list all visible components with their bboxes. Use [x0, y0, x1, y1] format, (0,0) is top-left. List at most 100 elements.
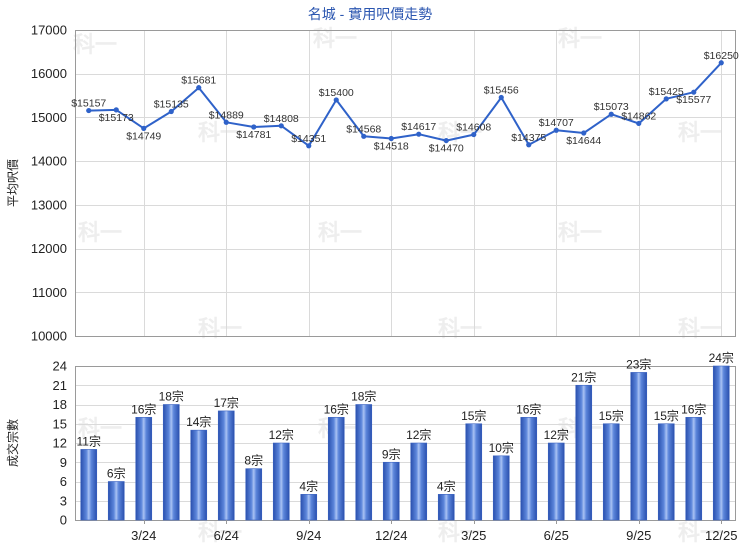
price-point	[388, 135, 394, 142]
volume-y-tick-label: 12	[53, 436, 67, 451]
volume-y-tick-label: 9	[60, 455, 67, 470]
volume-bar-label: 18宗	[159, 389, 184, 404]
price-data-label: $14889	[209, 109, 244, 121]
volume-bar	[492, 455, 510, 521]
volume-bar-label: 12宗	[544, 427, 569, 442]
price-data-label: $16250	[704, 50, 739, 62]
price-point	[113, 107, 119, 113]
price-data-label: $15456	[484, 84, 519, 96]
volume-bar	[712, 365, 730, 521]
price-data-label: $14781	[236, 129, 271, 141]
price-point	[361, 133, 367, 139]
volume-bar	[602, 423, 620, 521]
volume-bar-label: 16宗	[516, 401, 541, 416]
volume-bar	[410, 442, 428, 521]
price-data-label: $14707	[539, 117, 574, 129]
watermark-text: 科一	[78, 416, 122, 441]
volume-bar-label: 21宗	[571, 369, 596, 384]
volume-bar	[685, 417, 703, 521]
price-y-tick-label: 15000	[31, 110, 67, 125]
price-data-label: $15425	[649, 86, 684, 98]
price-point	[251, 124, 257, 130]
volume-bar	[272, 442, 290, 521]
price-point	[608, 111, 614, 117]
price-y-tick-label: 14000	[31, 154, 67, 169]
volume-bar-label: 24宗	[709, 350, 734, 365]
price-point	[443, 137, 449, 144]
price-data-label: $15400	[319, 87, 354, 99]
x-tick-label: 3/24	[131, 528, 156, 543]
price-y-tick-label: 12000	[31, 241, 67, 256]
price-point	[333, 97, 339, 103]
volume-bar	[630, 372, 648, 521]
x-tick-label: 6/25	[544, 528, 569, 543]
volume-plot-frame	[75, 366, 736, 521]
price-data-label: $14617	[401, 121, 436, 133]
volume-bar	[465, 423, 483, 521]
volume-bar	[245, 468, 263, 521]
volume-bar-label: 8宗	[244, 453, 263, 468]
price-data-label: $14470	[429, 143, 464, 155]
volume-bar-label: 16宗	[681, 401, 706, 416]
price-y-tick-label: 11000	[32, 285, 67, 300]
price-data-label: $14608	[456, 122, 491, 134]
price-y-tick-label: 10000	[31, 329, 67, 344]
price-point	[196, 85, 202, 91]
volume-bar-label: 12宗	[406, 427, 431, 442]
price-point	[223, 119, 229, 125]
volume-bar-label: 14宗	[186, 414, 211, 429]
price-point	[526, 142, 532, 148]
price-data-label: $14749	[126, 130, 161, 142]
price-point	[663, 96, 669, 102]
volume-y-axis-title: 成交宗數	[5, 419, 20, 467]
volume-y-tick-label: 0	[60, 513, 67, 528]
price-point	[278, 123, 284, 129]
price-y-tick-label: 13000	[31, 197, 67, 212]
watermark-text: 科一	[438, 520, 482, 545]
watermark-text: 科一	[313, 26, 357, 51]
volume-bar	[437, 494, 455, 521]
x-tick-label: 6/24	[214, 528, 239, 543]
volume-bar	[190, 429, 208, 521]
volume-bar	[217, 410, 235, 521]
price-data-label: $15073	[594, 101, 629, 113]
price-data-label: $14568	[346, 123, 381, 135]
price-data-label: $15173	[99, 112, 134, 124]
price-point	[498, 94, 504, 101]
price-point	[581, 130, 587, 136]
price-point	[471, 131, 477, 138]
volume-bar-label: 18宗	[351, 389, 376, 404]
volume-bar-label: 11宗	[77, 433, 101, 448]
watermark-text: 科一	[678, 520, 722, 545]
price-y-tick-label: 17000	[31, 23, 67, 38]
price-line	[88, 62, 723, 147]
volume-bar-label: 16宗	[131, 401, 156, 416]
volume-bar	[657, 423, 675, 521]
volume-bar-chart: 成交宗數 0369121518212411宗6宗16宗18宗14宗17宗8宗12…	[5, 350, 738, 543]
volume-bar-label: 15宗	[461, 408, 486, 423]
volume-bar	[327, 417, 345, 521]
price-y-axis-title: 平均呎價	[6, 159, 20, 207]
x-tick-label: 12/24	[375, 528, 408, 543]
volume-bar-label: 15宗	[599, 408, 624, 423]
volume-bar	[547, 442, 565, 521]
volume-bar-label: 17宗	[214, 395, 239, 410]
price-data-label: $14808	[264, 113, 299, 125]
price-data-label: $15577	[676, 94, 711, 106]
x-tick-label: 12/25	[705, 528, 738, 543]
price-y-tick-label: 16000	[31, 66, 67, 81]
volume-y-tick-label: 3	[60, 493, 67, 508]
price-data-label: $15135	[154, 99, 189, 111]
volume-bar	[107, 481, 125, 521]
chart-title: 名城 - 實用呎價走勢	[308, 6, 432, 22]
volume-bar-label: 6宗	[107, 466, 126, 481]
volume-bar-label: 16宗	[324, 401, 349, 416]
price-line-chart: 平均呎價 10000 11000 12000 13000 14000 15000 16000…	[6, 23, 739, 344]
price-point	[718, 60, 724, 66]
watermark-text: 科一	[318, 220, 362, 245]
volume-bar-label: 12宗	[269, 427, 294, 442]
volume-y-tick-label: 24	[53, 359, 67, 374]
watermark-text: 科一	[558, 220, 602, 245]
watermark-text: 科一	[678, 316, 722, 341]
